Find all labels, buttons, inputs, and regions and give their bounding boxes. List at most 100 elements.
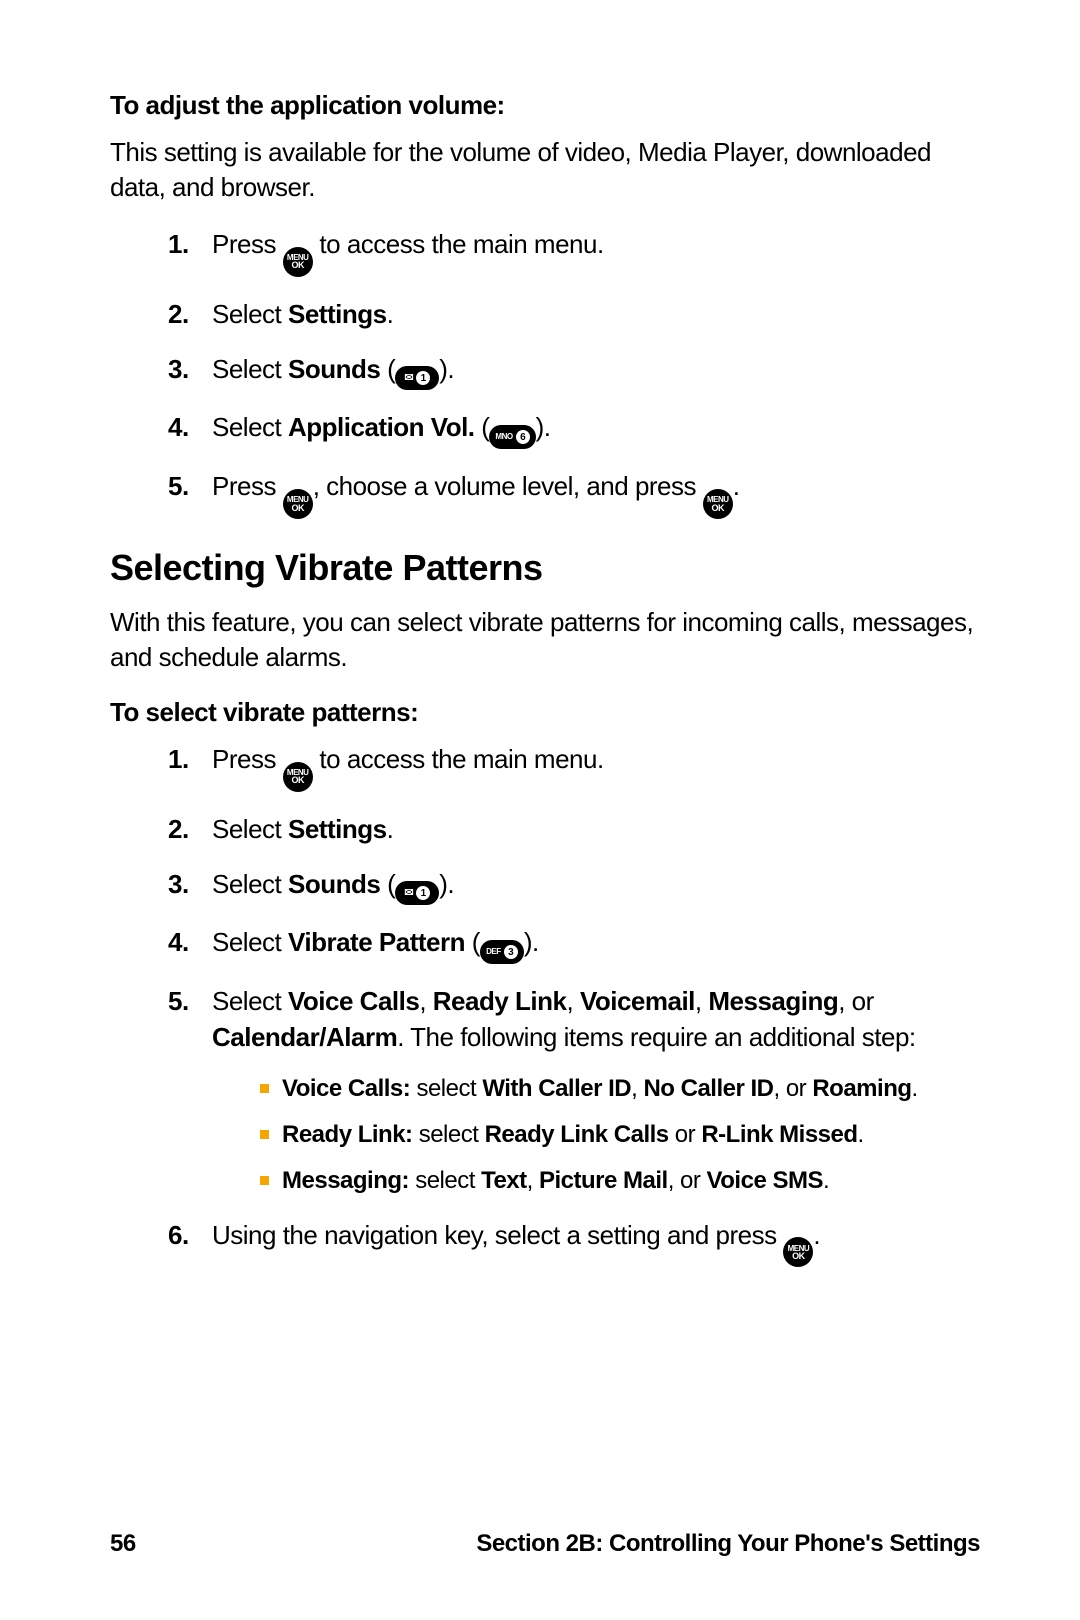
- sub-bold: Text: [481, 1167, 527, 1194]
- sub-text: .: [858, 1121, 864, 1148]
- step-2: 2. Select Settings.: [110, 812, 980, 847]
- step-text: .: [813, 1220, 820, 1250]
- step-text: ,: [419, 986, 432, 1016]
- step-text: Press: [212, 471, 283, 501]
- sub-text: ,: [527, 1167, 539, 1194]
- step-text: ).: [439, 354, 454, 384]
- step-number: 1.: [168, 742, 189, 777]
- step-bold: Settings: [288, 299, 387, 329]
- manual-page: To adjust the application volume: This s…: [0, 0, 1080, 1620]
- sub-text: , or: [774, 1075, 813, 1102]
- step-number: 4.: [168, 410, 189, 445]
- heading-vibrate-patterns: Selecting Vibrate Patterns: [110, 547, 980, 589]
- step-text: ).: [439, 869, 454, 899]
- step-number: 2.: [168, 812, 189, 847]
- step-text: Select: [212, 869, 288, 899]
- menu-ok-icon: MENUOK: [703, 489, 733, 519]
- sub-item-voice-calls: Voice Calls: select With Caller ID, No C…: [212, 1073, 980, 1105]
- step-text: ,: [566, 986, 579, 1016]
- step-5: 5. Select Voice Calls, Ready Link, Voice…: [110, 984, 980, 1197]
- sub-bold: Ready Link Calls: [485, 1121, 669, 1148]
- sub-item-ready-link: Ready Link: select Ready Link Calls or R…: [212, 1119, 980, 1151]
- step-bold: Vibrate Pattern: [288, 927, 465, 957]
- step-bold: Settings: [288, 814, 387, 844]
- step-4: 4. Select Application Vol. (MNO6).: [110, 410, 980, 449]
- step-number: 3.: [168, 352, 189, 387]
- step-bold: Application Vol.: [288, 412, 475, 442]
- sub-bold: Voice SMS: [707, 1167, 823, 1194]
- sub-list: Voice Calls: select With Caller ID, No C…: [212, 1073, 980, 1198]
- step-number: 5.: [168, 469, 189, 504]
- step-number: 3.: [168, 867, 189, 902]
- sub-text: select: [409, 1167, 481, 1194]
- sub-bold: No Caller ID: [643, 1075, 773, 1102]
- step-text: , or: [838, 986, 874, 1016]
- step-number: 5.: [168, 984, 189, 1019]
- sub-text: , or: [668, 1167, 707, 1194]
- step-text: Using the navigation key, select a setti…: [212, 1220, 783, 1250]
- sub-text: select: [410, 1075, 482, 1102]
- sub-text: .: [912, 1075, 918, 1102]
- step-text: Select: [212, 814, 288, 844]
- sub-bold: Messaging:: [282, 1167, 409, 1194]
- step-text: (: [380, 354, 395, 384]
- step-text: Select: [212, 412, 288, 442]
- menu-ok-icon: MENUOK: [783, 1237, 813, 1267]
- sub-bold: Ready Link:: [282, 1121, 413, 1148]
- step-text: Select: [212, 354, 288, 384]
- sub-text: or: [669, 1121, 702, 1148]
- step-number: 2.: [168, 297, 189, 332]
- subhead-vibrate: To select vibrate patterns:: [110, 697, 980, 728]
- sub-bold: With Caller ID: [482, 1075, 631, 1102]
- step-text: (: [380, 869, 395, 899]
- footer-title: Section 2B: Controlling Your Phone's Set…: [476, 1530, 980, 1558]
- step-1: 1. Press MENUOK to access the main menu.: [110, 227, 980, 277]
- step-text: .: [387, 299, 394, 329]
- step-bold: Sounds: [288, 354, 380, 384]
- key-1-icon: ✉1: [395, 366, 439, 390]
- step-number: 6.: [168, 1218, 189, 1253]
- step-1: 1. Press MENUOK to access the main menu.: [110, 742, 980, 792]
- page-footer: 56 Section 2B: Controlling Your Phone's …: [110, 1530, 980, 1558]
- step-bold: Sounds: [288, 869, 380, 899]
- sub-bold: Voice Calls:: [282, 1075, 410, 1102]
- step-3: 3. Select Sounds (✉1).: [110, 352, 980, 391]
- step-text: ,: [695, 986, 708, 1016]
- step-text: ).: [524, 927, 539, 957]
- step-bold: Voice Calls: [288, 986, 419, 1016]
- step-text: (: [465, 927, 480, 957]
- sub-text: select: [413, 1121, 485, 1148]
- step-bold: Ready Link: [433, 986, 567, 1016]
- step-6: 6. Using the navigation key, select a se…: [110, 1218, 980, 1268]
- intro-vibrate: With this feature, you can select vibrat…: [110, 605, 980, 675]
- step-bold: Messaging: [708, 986, 838, 1016]
- steps-vibrate: 1. Press MENUOK to access the main menu.…: [110, 742, 980, 1267]
- intro-app-volume: This setting is available for the volume…: [110, 135, 980, 205]
- step-4: 4. Select Vibrate Pattern (DEF3).: [110, 925, 980, 964]
- page-number: 56: [110, 1530, 136, 1558]
- step-text: Press: [212, 229, 283, 259]
- step-text: ).: [536, 412, 551, 442]
- subhead-app-volume: To adjust the application volume:: [110, 90, 980, 121]
- step-number: 4.: [168, 925, 189, 960]
- step-text: .: [733, 471, 740, 501]
- sub-bold: Roaming: [812, 1075, 911, 1102]
- steps-app-volume: 1. Press MENUOK to access the main menu.…: [110, 227, 980, 519]
- key-3-icon: DEF3: [480, 940, 524, 964]
- step-bold: Voicemail: [580, 986, 695, 1016]
- sub-item-messaging: Messaging: select Text, Picture Mail, or…: [212, 1165, 980, 1197]
- step-text: (: [475, 412, 490, 442]
- sub-bold: Picture Mail: [539, 1167, 668, 1194]
- key-6-icon: MNO6: [489, 425, 535, 449]
- step-text: . The following items require an additio…: [397, 1022, 915, 1052]
- key-1-icon: ✉1: [395, 881, 439, 905]
- menu-ok-icon: MENUOK: [283, 762, 313, 792]
- step-text: to access the main menu.: [313, 744, 604, 774]
- sub-text: ,: [631, 1075, 643, 1102]
- step-bold: Calendar/Alarm: [212, 1022, 397, 1052]
- step-text: to access the main menu.: [313, 229, 604, 259]
- menu-ok-icon: MENUOK: [283, 247, 313, 277]
- step-text: , choose a volume level, and press: [313, 471, 703, 501]
- menu-ok-icon: MENUOK: [283, 489, 313, 519]
- step-2: 2. Select Settings.: [110, 297, 980, 332]
